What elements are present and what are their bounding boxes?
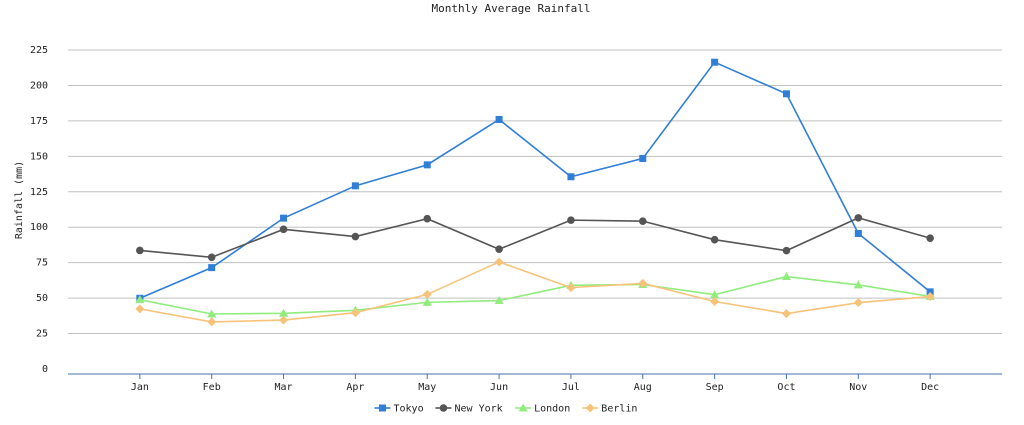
- y-tick-label: 225: [30, 45, 48, 56]
- y-tick-label: 50: [36, 293, 48, 304]
- axes: 0 25 50 75 100 125 150 175 200 225 Jan Feb Mar Apr May…: [30, 45, 1002, 393]
- data-point-london[interactable]: [279, 308, 289, 317]
- data-point-berlin[interactable]: [853, 298, 863, 308]
- data-point-london[interactable]: [853, 280, 863, 289]
- series-berlin: [135, 257, 935, 327]
- grid-lines: [68, 49, 1002, 335]
- data-point-new-york[interactable]: [136, 246, 144, 255]
- data-point-london[interactable]: [781, 272, 791, 281]
- legend-marker-tokyo-icon[interactable]: [379, 404, 386, 412]
- y-axis-label: Rainfall (mm): [14, 161, 25, 239]
- data-point-berlin[interactable]: [710, 297, 720, 307]
- data-point-new-york[interactable]: [495, 245, 503, 253]
- legend-marker-berlin-icon[interactable]: [585, 403, 595, 413]
- series-line-tokyo[interactable]: [139, 61, 931, 299]
- data-point-new-york[interactable]: [926, 234, 934, 242]
- data-point-london[interactable]: [710, 290, 720, 299]
- y-tick-label: 200: [30, 80, 48, 91]
- series-line-berlin[interactable]: [139, 261, 931, 323]
- x-tick-label: Mar: [275, 382, 293, 393]
- x-tick-label: Oct: [777, 382, 795, 393]
- series-line-london[interactable]: [139, 275, 931, 315]
- legend-item-berlin[interactable]: Berlin: [582, 403, 637, 415]
- data-point-new-york[interactable]: [638, 217, 647, 225]
- x-tick-label: Jan: [131, 382, 149, 393]
- data-point-berlin[interactable]: [207, 317, 217, 327]
- data-point-berlin[interactable]: [781, 309, 791, 319]
- data-point-new-york[interactable]: [351, 232, 360, 241]
- data-point-tokyo[interactable]: [639, 154, 647, 162]
- data-point-tokyo[interactable]: [495, 115, 503, 123]
- y-tick-label: 175: [30, 116, 48, 127]
- data-point-new-york[interactable]: [710, 235, 719, 244]
- legend-label: New York: [455, 404, 503, 415]
- data-point-tokyo[interactable]: [423, 161, 431, 169]
- series-new-york: [136, 214, 934, 262]
- x-tick-label: May: [418, 382, 436, 393]
- x-tick-label: Nov: [849, 382, 867, 393]
- x-tick-label: Apr: [346, 382, 364, 393]
- data-point-tokyo[interactable]: [711, 58, 719, 66]
- legend-marker-new-york-icon[interactable]: [439, 404, 448, 412]
- data-point-berlin[interactable]: [494, 257, 504, 267]
- data-point-berlin[interactable]: [566, 283, 576, 293]
- legend-label: Tokyo: [394, 404, 424, 415]
- data-point-new-york[interactable]: [567, 216, 575, 224]
- legend[interactable]: Tokyo New York London Berlin: [374, 403, 638, 415]
- data-point-tokyo[interactable]: [854, 229, 862, 237]
- data-point-berlin[interactable]: [925, 292, 935, 302]
- x-tick-label: Feb: [203, 382, 221, 393]
- data-point-london[interactable]: [494, 296, 504, 305]
- data-point-berlin[interactable]: [638, 278, 648, 288]
- series-london: [135, 272, 935, 318]
- x-tick-label: Jun: [490, 382, 508, 393]
- data-point-new-york[interactable]: [854, 214, 863, 222]
- x-tick-label: Jul: [562, 382, 580, 393]
- series-line-new-york[interactable]: [139, 217, 931, 259]
- x-tick-label: Aug: [634, 382, 652, 393]
- data-point-tokyo[interactable]: [782, 90, 790, 98]
- y-tick-label: 75: [36, 258, 48, 269]
- data-point-berlin[interactable]: [422, 289, 432, 299]
- y-tick-label: 150: [30, 151, 48, 162]
- data-point-tokyo[interactable]: [351, 182, 359, 190]
- data-point-berlin[interactable]: [350, 308, 360, 318]
- y-tick-label: 125: [30, 187, 48, 198]
- y-tick-label: 25: [36, 329, 48, 340]
- data-point-berlin[interactable]: [279, 315, 289, 325]
- y-tick-label: 0: [42, 364, 48, 375]
- legend-label: London: [534, 404, 570, 415]
- data-point-new-york[interactable]: [279, 225, 288, 234]
- data-point-new-york[interactable]: [207, 253, 216, 262]
- data-point-tokyo[interactable]: [280, 214, 288, 222]
- series-tokyo: [136, 58, 934, 302]
- data-point-new-york[interactable]: [423, 214, 432, 223]
- x-tick-label: Sep: [706, 382, 724, 393]
- data-point-london[interactable]: [422, 297, 432, 306]
- data-point-berlin[interactable]: [135, 304, 145, 314]
- legend-item-london[interactable]: London: [515, 403, 570, 415]
- data-point-new-york[interactable]: [782, 246, 791, 255]
- x-tick-label: Dec: [921, 382, 939, 393]
- data-point-tokyo[interactable]: [926, 288, 934, 296]
- legend-marker-london-icon[interactable]: [518, 403, 528, 412]
- chart-title: Monthly Average Rainfall: [432, 2, 591, 15]
- legend-item-new-york[interactable]: New York: [435, 404, 503, 415]
- data-point-tokyo[interactable]: [208, 264, 216, 272]
- data-point-london[interactable]: [135, 295, 145, 304]
- legend-label: Berlin: [601, 404, 637, 415]
- legend-item-tokyo[interactable]: Tokyo: [374, 404, 424, 415]
- y-tick-label: 100: [30, 222, 48, 233]
- data-point-tokyo[interactable]: [567, 173, 575, 181]
- data-point-london[interactable]: [207, 309, 217, 318]
- series-group: [135, 58, 935, 327]
